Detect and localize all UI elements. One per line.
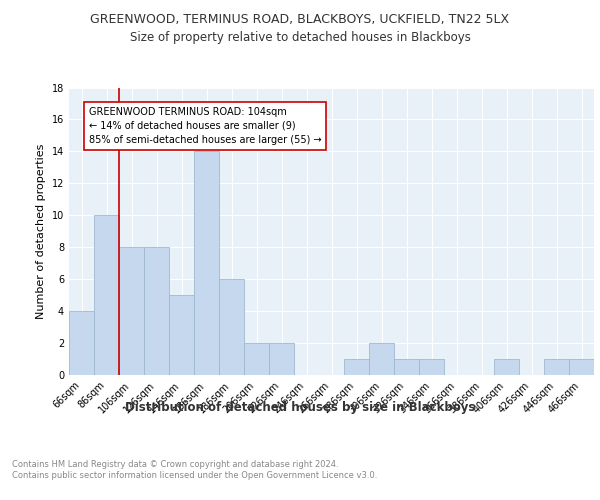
Bar (494, 359, 519, 375)
Text: GREENWOOD, TERMINUS ROAD, BLACKBOYS, UCKFIELD, TN22 5LX: GREENWOOD, TERMINUS ROAD, BLACKBOYS, UCK… (91, 14, 509, 26)
Text: GREENWOOD TERMINUS ROAD: 104sqm
← 14% of detached houses are smaller (9)
85% of : GREENWOOD TERMINUS ROAD: 104sqm ← 14% of… (89, 106, 322, 144)
Text: Contains HM Land Registry data © Crown copyright and database right 2024.
Contai: Contains HM Land Registry data © Crown c… (12, 460, 377, 479)
Bar (219, 279, 244, 375)
Bar (344, 359, 369, 375)
Bar (394, 359, 419, 375)
Text: Distribution of detached houses by size in Blackboys: Distribution of detached houses by size … (125, 401, 475, 414)
Text: Size of property relative to detached houses in Blackboys: Size of property relative to detached ho… (130, 31, 470, 44)
Bar (69, 311, 94, 375)
Bar (544, 359, 569, 375)
Y-axis label: Number of detached properties: Number of detached properties (36, 144, 46, 319)
Bar (569, 359, 594, 375)
Bar (194, 152, 219, 375)
Bar (244, 343, 269, 375)
Bar (169, 295, 194, 375)
Bar (269, 343, 294, 375)
Bar (119, 247, 144, 375)
Bar (144, 247, 169, 375)
Bar (419, 359, 444, 375)
Bar (369, 343, 394, 375)
Bar (94, 216, 119, 375)
